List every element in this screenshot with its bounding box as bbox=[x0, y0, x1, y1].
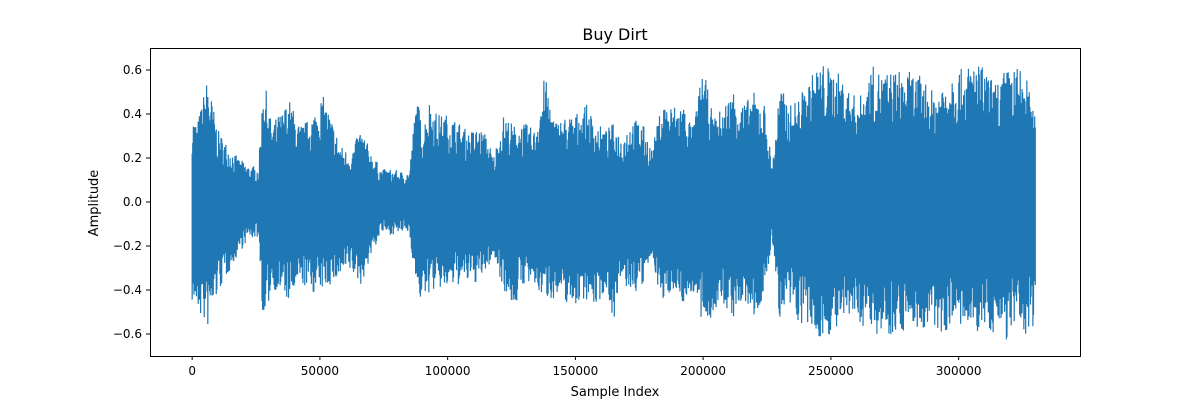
x-axis: 0 50000 100000 150000 200000 250000 300000 bbox=[188, 356, 982, 378]
y-tick-label: −0.4 bbox=[113, 283, 142, 297]
x-tick-label: 100000 bbox=[425, 364, 471, 378]
y-axis: −0.6 −0.4 −0.2 0.0 0.2 0.4 0.6 bbox=[113, 63, 150, 341]
x-axis-label: Sample Index bbox=[571, 385, 660, 400]
x-tick-label: 250000 bbox=[808, 364, 854, 378]
x-tick-label: 50000 bbox=[301, 364, 339, 378]
y-tick-label: 0.2 bbox=[123, 151, 142, 165]
y-tick-label: −0.2 bbox=[113, 239, 142, 253]
y-tick-label: 0.0 bbox=[123, 195, 142, 209]
y-tick-label: −0.6 bbox=[113, 327, 142, 341]
y-tick-label: 0.4 bbox=[123, 107, 142, 121]
x-tick-label: 300000 bbox=[936, 364, 982, 378]
x-tick-label: 200000 bbox=[680, 364, 726, 378]
chart-title: Buy Dirt bbox=[582, 25, 647, 44]
x-tick-label: 0 bbox=[188, 364, 196, 378]
plot-frame bbox=[150, 48, 1081, 357]
waveform-core bbox=[192, 137, 1036, 266]
x-tick-label: 150000 bbox=[552, 364, 598, 378]
y-axis-label: Amplitude bbox=[87, 170, 102, 237]
plot-area bbox=[191, 66, 1036, 340]
y-tick-label: 0.6 bbox=[123, 63, 142, 77]
